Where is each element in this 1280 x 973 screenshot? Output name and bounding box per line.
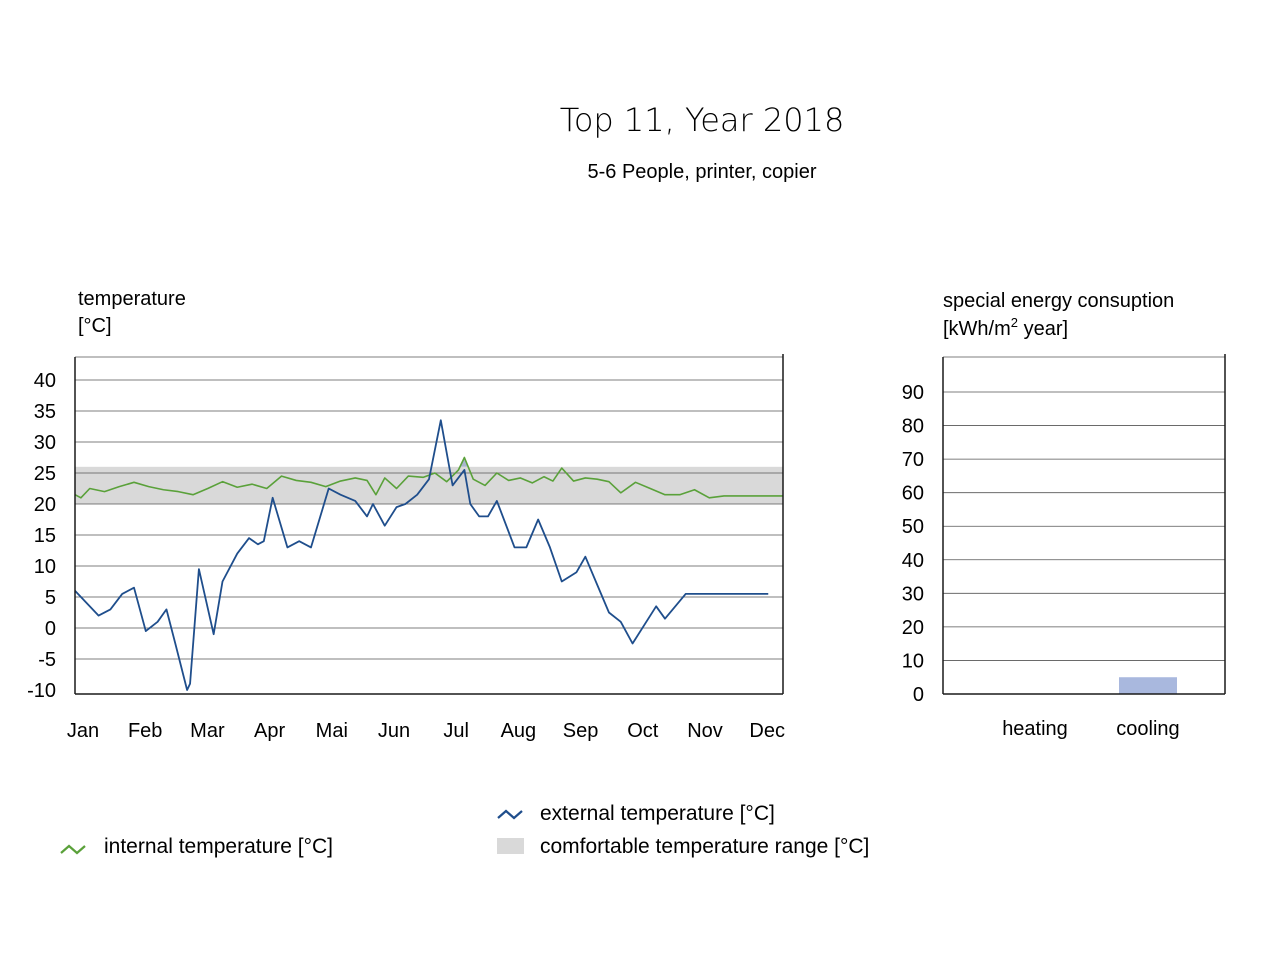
energy-bars <box>1119 677 1177 694</box>
temperature-axis-title: temperature <box>78 288 186 310</box>
energy-x-tick-label: heating <box>1002 718 1068 740</box>
energy-y-tick-label: 60 <box>902 483 924 505</box>
temperature-gridlines <box>75 356 783 660</box>
energy-unit-suffix: year] <box>1018 318 1068 340</box>
energy-x-ticks: heating cooling <box>1002 718 1180 740</box>
temp-y-tick-label: 30 <box>34 432 56 454</box>
temp-x-tick-label: Apr <box>254 720 285 742</box>
temp-x-tick-label: Mar <box>190 720 225 742</box>
energy-gridlines <box>943 356 1225 661</box>
energy-x-tick-label: cooling <box>1116 718 1179 740</box>
legend-label-internal: internal temperature [°C] <box>104 835 333 858</box>
energy-y-tick-label: 70 <box>902 449 924 471</box>
page-title: Top 11, Year 2018 <box>560 101 845 139</box>
energy-y-tick-label: 50 <box>902 516 924 538</box>
temp-y-tick-label: 20 <box>34 494 56 516</box>
temp-y-tick-label: 5 <box>45 587 56 609</box>
energy-y-ticks: 90 80 70 60 50 40 30 20 10 0 <box>902 382 924 706</box>
energy-y-tick-label: 0 <box>913 684 924 706</box>
temp-x-tick-label: Feb <box>128 720 162 742</box>
overlap-area <box>459 457 469 467</box>
energy-plot-frame <box>942 354 1226 695</box>
energy-unit-superscript: 2 <box>1011 315 1018 330</box>
temp-y-tick-label: 10 <box>34 556 56 578</box>
energy-y-tick-label: 20 <box>902 617 924 639</box>
temperature-plot-frame <box>74 354 784 695</box>
temp-y-tick-label: 40 <box>34 370 56 392</box>
temp-x-tick-label: Dec <box>749 720 785 742</box>
comfort-range-band <box>75 466 783 504</box>
internal-line-icon <box>60 844 86 855</box>
internal-temperature-line <box>74 456 783 499</box>
temp-y-tick-label: 25 <box>34 463 56 485</box>
temp-y-tick-label: 35 <box>34 401 56 423</box>
energy-unit-prefix: [kWh/m <box>943 318 1011 340</box>
temp-x-tick-label: Jun <box>378 720 410 742</box>
comfort-swatch-icon <box>497 838 524 854</box>
energy-y-tick-label: 30 <box>902 583 924 605</box>
temperature-axis-unit: [°C] <box>78 315 112 337</box>
comfort-band <box>75 466 783 504</box>
external-temperature-line <box>74 419 769 691</box>
legend-item-comfort: comfortable temperature range [°C] <box>497 835 869 858</box>
temp-x-tick-label: Oct <box>627 720 659 742</box>
energy-y-tick-label: 90 <box>902 382 924 404</box>
temp-x-tick-label: Jan <box>67 720 99 742</box>
temp-y-tick-label: 15 <box>34 525 56 547</box>
legend-item-internal: internal temperature [°C] <box>60 835 333 858</box>
energy-axis-title: special energy consuption <box>943 290 1174 312</box>
temp-y-tick-label: -5 <box>38 649 56 671</box>
temp-x-tick-label: Sep <box>563 720 599 742</box>
energy-y-tick-label: 10 <box>902 650 924 672</box>
energy-y-tick-label: 40 <box>902 550 924 572</box>
temp-y-tick-label: 0 <box>45 618 56 640</box>
legend-label-external: external temperature [°C] <box>540 802 775 825</box>
temperature-series <box>74 419 783 691</box>
legend: external temperature [°C] comfortable te… <box>60 802 869 858</box>
temperature-y-ticks: 40 35 30 25 20 15 10 5 0 -5 -10 <box>27 370 56 702</box>
temp-x-tick-label: Mai <box>316 720 348 742</box>
temp-x-tick-label: Nov <box>687 720 723 742</box>
temp-x-tick-label: Aug <box>501 720 537 742</box>
temperature-x-ticks: Jan Feb Mar Apr Mai Jun Jul Aug Sep Oct Nov Dec <box>67 720 785 742</box>
energy-bar-cooling <box>1119 677 1177 694</box>
page-subtitle: 5-6 People, printer, copier <box>587 161 816 183</box>
legend-item-external: external temperature [°C] <box>497 802 775 825</box>
energy-y-tick-label: 80 <box>902 416 924 438</box>
energy-axis-unit: [kWh/m2 year] <box>943 315 1068 340</box>
temp-x-tick-label: Jul <box>443 720 469 742</box>
external-line-icon <box>497 809 523 820</box>
temp-y-tick-label: -10 <box>27 680 56 702</box>
legend-label-comfort: comfortable temperature range [°C] <box>540 835 869 858</box>
comfort-overlap-highlight <box>459 457 469 467</box>
